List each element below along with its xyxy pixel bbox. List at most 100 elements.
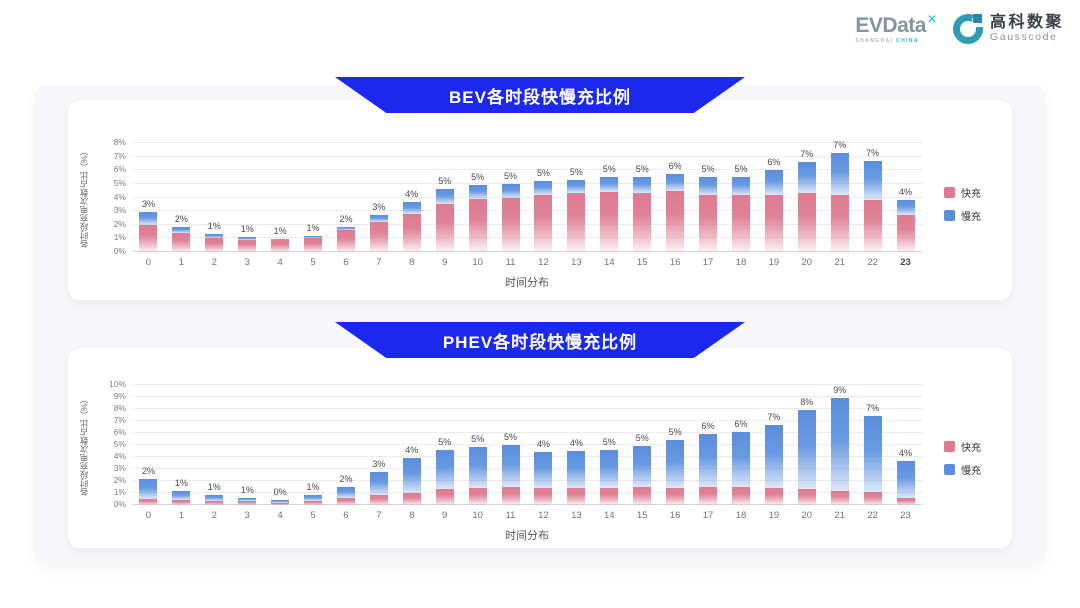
gausscode-logo: 高科数聚 Gausscode	[952, 14, 1064, 44]
stacked-bar	[633, 446, 652, 505]
bar-total-label: 8%	[800, 397, 814, 408]
legend-item-fast[interactable]: 快充	[944, 439, 981, 454]
y-tick-label: 0%	[113, 246, 126, 256]
x-tick-label: 22	[867, 257, 878, 268]
header-logos: EVData ✕ SHANGHAI CHINA 高科数聚 Gausscode	[855, 13, 1064, 44]
fast-charge-segment	[666, 190, 685, 252]
stacked-bar	[205, 234, 224, 252]
fast-charge-swatch-icon	[944, 441, 955, 452]
bev-y-axis-ticks: 0% 1% 2% 3% 4% 5% 6% 7% 8%	[92, 137, 126, 256]
slow-charge-segment	[699, 177, 718, 195]
stacked-bar	[172, 227, 191, 252]
y-tick-label: 5%	[113, 439, 126, 449]
gridline	[132, 444, 922, 445]
x-tick-label: 8	[409, 257, 415, 268]
fast-charge-segment	[567, 488, 586, 505]
bar-total-label: 1%	[174, 477, 188, 488]
evdata-logo: EVData ✕ SHANGHAI CHINA	[855, 13, 937, 44]
evdata-logo-subtext: SHANGHAI CHINA	[855, 37, 919, 44]
stacked-bar	[304, 236, 323, 252]
bev-x-axis-ticks: 0 1 2 3 4 5 6 7 8 9 10 11 12 13 14 15 16 17 18 19 20 21 22 23	[132, 257, 922, 269]
slow-charge-segment	[304, 494, 323, 501]
gausscode-en-text: Gausscode	[989, 31, 1058, 44]
x-tick-label: 19	[768, 510, 780, 521]
slow-charge-segment	[863, 160, 882, 201]
bar-total-label: 5%	[471, 434, 485, 445]
stacked-bar	[600, 449, 619, 505]
fast-charge-segment	[402, 493, 421, 505]
x-tick-label: 19	[768, 257, 780, 268]
fast-charge-segment	[172, 500, 191, 505]
bar-total-label: 4%	[405, 188, 419, 199]
stacked-bar	[468, 185, 487, 252]
slow-charge-segment	[468, 185, 487, 199]
slow-charge-segment	[896, 200, 915, 216]
fast-charge-segment	[304, 238, 323, 252]
stacked-bar	[238, 237, 257, 252]
x-tick-label: 18	[735, 257, 747, 268]
slow-charge-segment	[633, 177, 652, 193]
gridline	[132, 237, 922, 239]
fast-charge-segment	[863, 491, 882, 505]
fast-charge-segment	[271, 240, 290, 252]
legend-item-slow[interactable]: 慢充	[944, 208, 981, 223]
x-tick-label: 8	[409, 510, 415, 521]
slow-charge-segment	[238, 237, 257, 240]
bar-total-label: 6%	[701, 421, 715, 432]
fast-charge-segment	[567, 193, 586, 252]
stacked-bar	[369, 215, 388, 252]
bar-total-label: 5%	[536, 168, 550, 179]
bev-plot-area: 3% 2% 1% 1% 1% 1% 2% 3% 4% 5% 5% 5% 5% 5% 5% 5% 6% 5% 5% 6%…	[132, 140, 922, 252]
bar-total-label: 2%	[141, 465, 155, 476]
legend-item-slow[interactable]: 慢充	[944, 462, 981, 477]
fast-charge-segment	[304, 500, 323, 505]
fast-charge-segment	[205, 238, 224, 252]
fast-charge-segment	[797, 193, 816, 252]
bar-total-label: 1%	[207, 482, 221, 493]
bar-total-label: 2%	[174, 214, 188, 225]
x-tick-label: 20	[801, 257, 813, 268]
y-tick-label: 8%	[113, 403, 126, 413]
gridline	[132, 196, 922, 198]
slow-charge-segment	[699, 434, 718, 487]
fast-charge-segment	[699, 194, 718, 252]
x-tick-label: 3	[244, 257, 250, 268]
x-tick-label: 23	[900, 257, 911, 268]
fast-charge-segment	[435, 204, 454, 252]
bar-total-label: 5%	[471, 172, 485, 183]
fast-charge-segment	[271, 502, 290, 505]
x-tick-label: 4	[277, 257, 283, 268]
legend-item-fast[interactable]: 快充	[944, 185, 981, 200]
x-tick-label: 2	[211, 510, 217, 521]
fast-charge-segment	[600, 192, 619, 252]
y-tick-label: 8%	[113, 137, 126, 147]
y-tick-label: 10%	[108, 379, 126, 389]
bar-total-label: 5%	[569, 166, 583, 177]
slow-charge-segment	[567, 179, 586, 194]
x-tick-label: 0	[145, 510, 152, 521]
bar-total-label: 5%	[504, 432, 518, 442]
fast-charge-segment	[797, 489, 816, 505]
bar-total-label: 5%	[635, 433, 649, 444]
stacked-bar	[666, 174, 685, 252]
y-tick-label: 6%	[113, 427, 126, 437]
bar-total-label: 5%	[701, 164, 715, 175]
fast-charge-segment	[534, 194, 553, 252]
slow-charge-swatch-icon	[944, 210, 955, 221]
bar-total-label: 6%	[734, 418, 748, 429]
stacked-bar	[534, 452, 553, 505]
slow-charge-segment	[205, 234, 224, 239]
slow-charge-segment	[139, 211, 158, 225]
fast-charge-segment	[633, 192, 652, 252]
slow-charge-segment	[534, 181, 553, 195]
x-tick-label: 15	[636, 510, 648, 521]
y-tick-label: 3%	[113, 463, 126, 473]
bar-total-label: 9%	[833, 385, 847, 396]
stacked-bar	[797, 162, 816, 252]
phev-title-banner: PHEV各时段快慢充比例	[335, 322, 745, 358]
slow-charge-segment	[633, 446, 652, 487]
y-tick-label: 1%	[113, 232, 126, 243]
slow-charge-segment	[369, 215, 388, 223]
fast-charge-segment	[501, 487, 520, 505]
evdata-logo-text: EVData	[855, 13, 926, 37]
